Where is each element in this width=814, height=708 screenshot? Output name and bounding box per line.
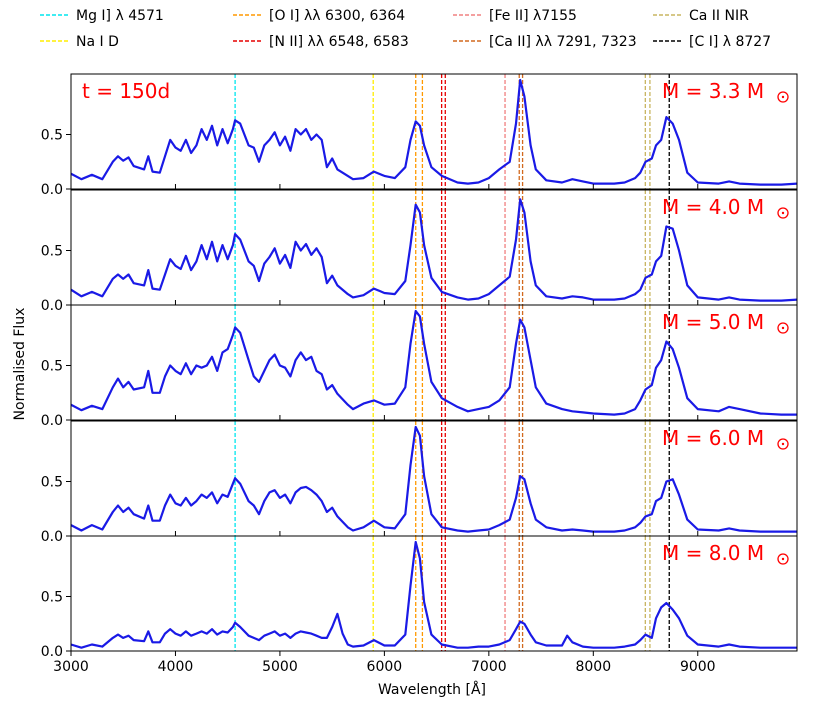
sun-symbol-dot	[781, 557, 785, 561]
panel-2: 0.0 0.5 M = 4.0 M	[41, 189, 798, 314]
y-tick-label: 0.0	[41, 529, 63, 545]
sun-symbol	[777, 438, 789, 450]
y-tick-label: 0.5	[41, 475, 63, 491]
y-tick-label: 0.5	[41, 359, 63, 375]
legend-label: Na I D	[76, 34, 119, 50]
y-tick-label: 0.0	[41, 413, 63, 429]
y-tick-label: 0.5	[41, 590, 63, 606]
legend-label: [Fe II] λ7155	[489, 8, 577, 24]
sun-symbol	[777, 322, 789, 334]
spectrum-line	[71, 425, 797, 533]
sun-symbol	[777, 91, 789, 103]
mass-label: M = 3.3 M	[662, 79, 764, 103]
panel-frame	[70, 304, 798, 421]
mass-label: M = 5.0 M	[662, 310, 764, 334]
legend-label: Ca II NIR	[689, 8, 749, 24]
x-tick-label: 8000	[575, 659, 611, 675]
legend-label: [O I] λλ 6300, 6364	[269, 8, 405, 24]
spectrum-line	[71, 309, 797, 416]
legend: Mg I] λ 4571 Na I D [O I] λλ 6300, 6364 [N …	[40, 8, 771, 50]
mass-label: M = 6.0 M	[662, 426, 764, 450]
x-tick-label: 3000	[53, 659, 89, 675]
y-tick-label: 0.5	[41, 244, 63, 260]
mass-label: M = 4.0 M	[662, 195, 764, 219]
reference-lines	[234, 74, 670, 189]
legend-label: [C I] λ 8727	[689, 34, 771, 50]
panel-frame	[70, 535, 798, 652]
reference-lines	[234, 421, 670, 536]
legend-label: Mg I] λ 4571	[76, 8, 164, 24]
sun-symbol-dot	[781, 211, 785, 215]
legend-label: [N II] λλ 6548, 6583	[269, 34, 409, 50]
reference-lines	[234, 536, 670, 651]
x-tick-label: 4000	[158, 659, 194, 675]
x-tick-label: 9000	[680, 659, 716, 675]
x-tick-label: 5000	[262, 659, 298, 675]
y-tick-label: 0.0	[41, 298, 63, 314]
y-axis-label: Normalised Flux	[12, 308, 28, 421]
spectrum-line	[71, 198, 797, 302]
y-tick-label: 0.0	[41, 644, 63, 660]
y-tick-label: 0.5	[41, 128, 63, 144]
x-tick-label: 7000	[471, 659, 507, 675]
time-label: t = 150d	[82, 79, 170, 103]
panel-4: 0.0 0.5 M = 6.0 M	[41, 420, 798, 545]
sun-symbol-dot	[781, 95, 785, 99]
panel-3: 0.0 0.5 M = 5.0 M	[41, 304, 798, 429]
x-tick-label: 6000	[367, 659, 403, 675]
mass-label: M = 8.0 M	[662, 541, 764, 565]
x-axis: 3000 4000 5000 6000 7000 8000 9000	[53, 659, 715, 675]
sun-symbol-dot	[781, 442, 785, 446]
panel-frame	[70, 73, 798, 190]
sun-symbol-dot	[781, 326, 785, 330]
x-axis-label: Wavelength [Å]	[378, 681, 486, 698]
panel-1: 0.0 0.5 M = 3.3 M t = 150d	[41, 73, 798, 198]
y-tick-label: 0.0	[41, 182, 63, 198]
sun-symbol	[777, 553, 789, 565]
legend-label: [Ca II] λλ 7291, 7323	[489, 34, 637, 50]
panel-5: 0.0 0.5 M = 8.0 M	[41, 535, 798, 660]
spectrum-line	[71, 540, 797, 649]
sun-symbol	[777, 207, 789, 219]
spectrum-line	[71, 78, 797, 186]
